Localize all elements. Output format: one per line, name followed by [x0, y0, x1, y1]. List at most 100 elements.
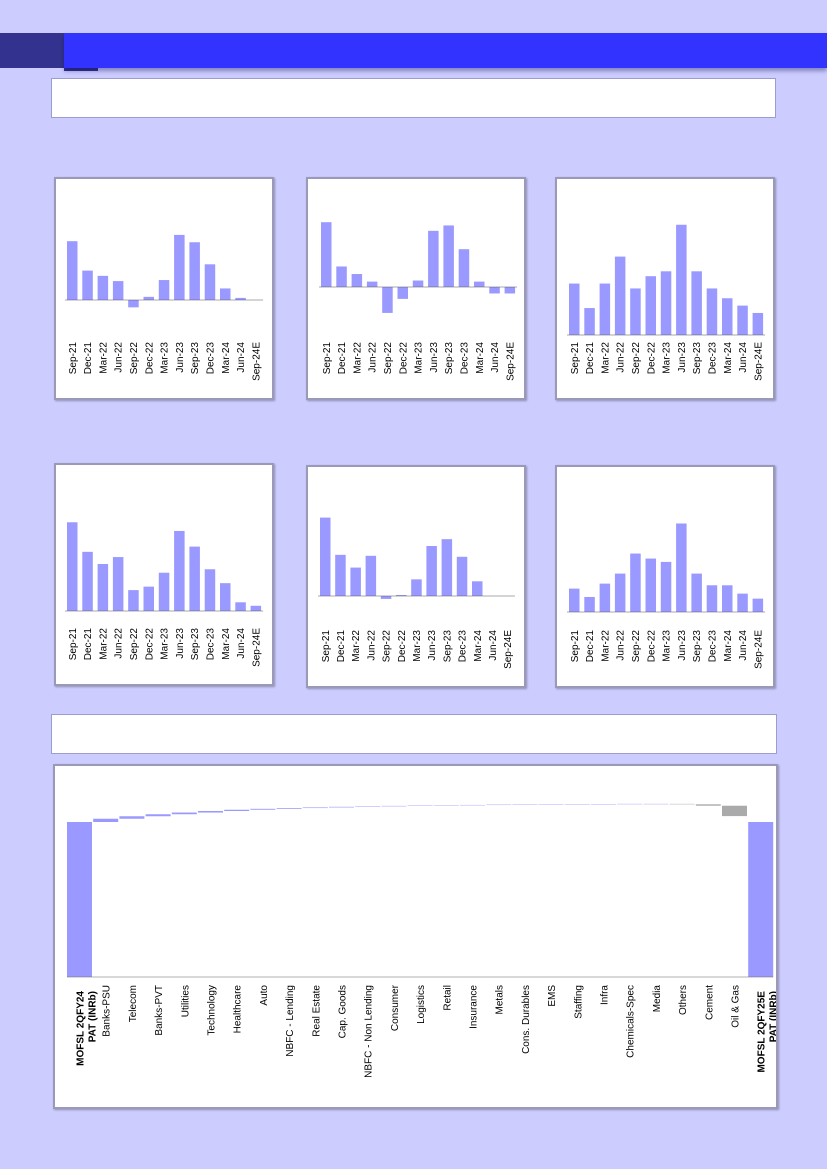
bar-chart-5: Sep-21 Dec-21 Mar-22 Jun-22 Sep-22 Dec-22 Mar-…: [318, 517, 515, 669]
x-tick-label: Mar-23: [662, 630, 673, 662]
x-tick-label: Dec-23: [205, 342, 216, 375]
bar-Jun-24: [489, 287, 500, 294]
x-tick-label: Dec-22: [397, 630, 408, 663]
x-tick-label: Mar-22: [600, 342, 611, 374]
bar-Dec-23: [706, 288, 718, 335]
bar-Jun-22: [366, 281, 378, 287]
x-tick-label: Jun-22: [366, 630, 377, 661]
bar-Mar-24: [722, 298, 733, 335]
bar-Jun-24: [235, 297, 246, 300]
x-tick-label: Sep-24E: [251, 342, 262, 381]
bar-Sep-22: [382, 287, 393, 313]
waterfall-x-label: Auto: [259, 985, 270, 1006]
waterfall-x-label: Technology: [207, 985, 218, 1036]
waterfall-x-label: Media: [652, 985, 663, 1013]
bar-Dec-22: [143, 586, 154, 611]
bar-Mar-22: [97, 564, 109, 611]
bar-Mar-22: [599, 283, 611, 335]
bar-Sep-21: [67, 522, 78, 611]
bar-Sep-23: [691, 271, 702, 335]
x-tick-label: Sep-21: [68, 628, 79, 661]
bar-Jun-23: [428, 230, 439, 287]
x-tick-label: Sep-24E: [503, 630, 514, 669]
x-tick-label: Mar-24: [475, 342, 486, 374]
bar-Jun-23: [174, 530, 185, 611]
bar-Mar-23: [158, 572, 170, 611]
bar-Jun-23: [676, 224, 687, 335]
x-tick-label: Jun-23: [677, 630, 688, 661]
chart-panel-4: Sep-21 Dec-21 Mar-22 Jun-22 Sep-22 Dec-22 Mar-…: [54, 463, 274, 686]
x-tick-label: Dec-22: [144, 342, 155, 375]
x-tick-label: Sep-22: [129, 342, 140, 375]
x-tick-label: Sep-23: [692, 630, 703, 663]
x-tick-label: Mar-24: [473, 630, 484, 662]
x-tick-label: Jun-22: [368, 342, 379, 373]
waterfall-x-label: MOFSL 2QFY25EPAT (INRb): [757, 991, 776, 1073]
x-tick-label: Jun-24: [738, 630, 749, 661]
bar-Dec-23: [458, 249, 470, 287]
bar-Mar-23: [660, 561, 672, 612]
bar-Dec-21: [82, 551, 93, 611]
bar-chart-6: Sep-21 Dec-21 Mar-22 Jun-22 Sep-22 Dec-22 Mar-…: [567, 523, 766, 669]
x-tick-label: Dec-21: [83, 628, 94, 661]
waterfall-bar-NBFC - Lending: [276, 808, 302, 809]
bar-Dec-21: [584, 308, 595, 335]
bar-Jun-23: [676, 523, 687, 612]
x-tick-label: Mar-23: [160, 342, 171, 374]
bar-Sep-22: [630, 553, 641, 612]
waterfall-panel: MOFSL 2QFY24PAT (INRb) Banks-PSU Telecom Ba…: [53, 764, 778, 1109]
bar-Jun-22: [614, 573, 626, 612]
bar-Jun-22: [365, 555, 377, 596]
x-tick-label: Jun-22: [114, 628, 125, 659]
waterfall-x-label: Consumer: [390, 984, 401, 1031]
waterfall-x-label: Utilities: [180, 985, 191, 1017]
waterfall-x-label: NBFC - Lending: [285, 985, 296, 1057]
section-title-box-top: [51, 78, 776, 118]
bar-Dec-21: [82, 270, 93, 300]
chart-panel-3: Sep-21 Dec-21 Mar-22 Jun-22 Sep-22 Dec-22 Mar-…: [555, 177, 775, 400]
x-tick-label: Dec-22: [646, 630, 657, 663]
x-tick-label: Mar-23: [662, 342, 673, 374]
x-tick-label: Dec-21: [585, 342, 596, 375]
x-tick-label: Dec-22: [646, 342, 657, 375]
waterfall-x-label: Healthcare: [233, 985, 244, 1034]
x-tick-label: Jun-22: [616, 630, 627, 661]
waterfall-x-label: Others: [678, 985, 689, 1015]
waterfall-x-label: NBFC - Non Lending: [364, 985, 375, 1078]
waterfall-x-label: Cement: [704, 985, 715, 1020]
waterfall-x-label: Cons. Durables: [521, 985, 532, 1054]
bar-Sep-24E: [250, 605, 262, 611]
x-tick-label: Dec-23: [458, 630, 469, 663]
chart-panel-5: Sep-21 Dec-21 Mar-22 Jun-22 Sep-22 Dec-22 Mar-…: [306, 465, 526, 688]
bar-Dec-22: [143, 296, 154, 300]
bar-Dec-23: [706, 585, 718, 612]
waterfall-bar-MOFSL 2QFY25E PAT (INRb): [748, 822, 774, 977]
x-tick-label: Jun-23: [175, 628, 186, 659]
x-tick-label: Sep-22: [383, 342, 394, 375]
x-tick-label: Mar-23: [412, 630, 423, 662]
bar-chart-2: Sep-21 Dec-21 Mar-22 Jun-22 Sep-22 Dec-22 Mar-…: [319, 222, 518, 381]
bar-Sep-23: [189, 546, 200, 611]
bar-chart-4: Sep-21 Dec-21 Mar-22 Jun-22 Sep-22 Dec-22 Mar-…: [65, 522, 264, 667]
x-tick-label: Mar-24: [723, 342, 734, 374]
x-tick-label: Mar-24: [221, 342, 232, 374]
waterfall-x-label: Logistics: [416, 985, 427, 1024]
bar-Sep-23: [441, 539, 453, 596]
waterfall-x-label: MOFSL 2QFY24PAT (INRb): [76, 991, 99, 1066]
x-tick-label: Sep-23: [444, 342, 455, 375]
bar-Mar-22: [350, 567, 361, 596]
bar-Mar-24: [220, 583, 231, 611]
waterfall-bar-Real Estate: [302, 807, 328, 809]
waterfall-x-label: Telecom: [128, 985, 139, 1022]
bar-Sep-23: [189, 242, 200, 300]
x-tick-label: Dec-21: [585, 630, 596, 663]
x-tick-label: Sep-21: [68, 342, 79, 375]
x-tick-label: Jun-24: [236, 628, 247, 659]
waterfall-x-label: Cap. Goods: [338, 985, 349, 1038]
x-tick-label: Sep-21: [570, 342, 581, 375]
x-tick-label: Dec-21: [337, 342, 348, 375]
x-tick-label: Jun-24: [236, 342, 247, 373]
bar-Sep-24E: [752, 598, 764, 612]
bar-Sep-22: [630, 288, 641, 335]
x-tick-label: Mar-22: [98, 342, 109, 374]
